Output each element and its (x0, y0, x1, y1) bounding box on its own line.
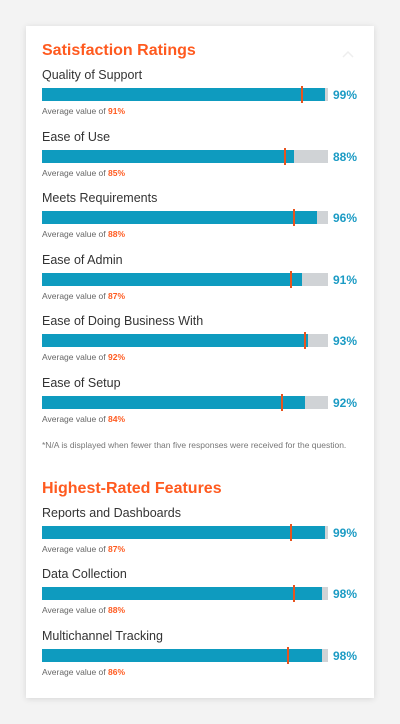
average-marker (281, 393, 284, 411)
rating-percent: 98% (333, 648, 358, 663)
average-marker (286, 646, 289, 664)
rating-row: Ease of Use 88% Average value of 85% (42, 123, 358, 185)
rating-bar-track (42, 646, 328, 664)
rating-bar-fill (42, 395, 306, 409)
rating-percent: 92% (333, 395, 358, 410)
average-value: 92% (108, 352, 126, 363)
rating-percent: 88% (333, 149, 358, 164)
rating-label: Ease of Doing Business With (42, 314, 204, 329)
rating-bar-fill (42, 587, 323, 601)
rating-bar-fill (42, 211, 317, 225)
average-prefix: Average value of (42, 167, 108, 178)
average-marker (289, 270, 292, 288)
rating-percent: 98% (333, 587, 358, 602)
highest-rated-features-title: Highest-Rated Features (42, 479, 222, 497)
rating-bar-track (42, 332, 328, 350)
average-prefix: Average value of (42, 543, 108, 554)
highest-rated-features-list: Reports and Dashboards 99% Average value o… (42, 499, 358, 684)
rating-label: Meets Requirements (42, 191, 158, 206)
rating-percent: 99% (333, 525, 358, 540)
rating-bar-track (42, 393, 328, 411)
rating-bar-fill (42, 88, 326, 101)
rating-percent: 91% (333, 272, 358, 287)
rating-row: Meets Requirements 96% Average value of 88… (42, 184, 358, 246)
average-marker (301, 86, 304, 103)
average-prefix: Average value of (42, 229, 108, 240)
satisfaction-ratings-title: Satisfaction Ratings (42, 42, 196, 59)
average-prefix: Average value of (42, 290, 108, 301)
rating-bar-fill (42, 525, 326, 539)
rating-label: Ease of Setup (42, 375, 121, 390)
average-value: 88% (108, 229, 126, 240)
average-value-line: Average value of 86% (42, 667, 125, 678)
rating-label: Reports and Dashboards (42, 505, 181, 520)
average-value-line: Average value of 88% (42, 605, 125, 616)
rating-percent: 99% (333, 88, 358, 102)
average-value: 88% (108, 605, 126, 616)
rating-bar-track (42, 523, 328, 541)
rating-label: Ease of Use (42, 129, 111, 144)
rating-label: Multichannel Tracking (42, 628, 163, 643)
average-marker (289, 523, 292, 541)
average-prefix: Average value of (42, 666, 108, 677)
rating-row: Data Collection 98% Average value of 88% (42, 560, 358, 622)
average-marker (292, 585, 295, 603)
rating-row: Multichannel Tracking 98% Average value of… (42, 622, 358, 684)
rating-label: Data Collection (42, 567, 127, 582)
average-value-line: Average value of 85% (42, 168, 125, 179)
rating-bar-fill (42, 272, 303, 286)
average-prefix: Average value of (42, 352, 108, 363)
rating-row: Quality of Support 99% Average value of 91… (42, 61, 358, 123)
average-value-line: Average value of 87% (42, 291, 125, 302)
rating-bar-fill (42, 334, 308, 348)
average-value: 87% (108, 543, 126, 554)
average-prefix: Average value of (42, 106, 108, 116)
rating-bar-track (42, 86, 328, 103)
rating-bar-track (42, 147, 328, 165)
rating-row: Ease of Doing Business With 93% Average va… (42, 307, 358, 369)
rating-row: Reports and Dashboards 99% Average value o… (42, 499, 358, 561)
average-marker (284, 147, 287, 165)
average-value: 91% (108, 106, 126, 116)
rating-bar-fill (42, 648, 323, 662)
satisfaction-ratings-list: Quality of Support 99% Average value of 91… (42, 61, 358, 431)
average-value: 86% (108, 666, 126, 677)
rating-percent: 96% (333, 211, 358, 226)
chevron-up-icon[interactable] (342, 46, 354, 58)
footnote: *N/A is displayed when fewer than five r… (42, 439, 347, 450)
average-marker (292, 209, 295, 227)
average-value-line: Average value of 91% (42, 106, 125, 117)
rating-bar-track (42, 585, 328, 603)
average-value-line: Average value of 87% (42, 544, 125, 555)
average-value-line: Average value of 92% (42, 352, 125, 363)
average-value: 84% (108, 413, 126, 424)
average-prefix: Average value of (42, 413, 108, 424)
average-value: 87% (108, 290, 126, 301)
average-value-line: Average value of 88% (42, 229, 125, 240)
average-prefix: Average value of (42, 605, 108, 616)
average-value: 85% (108, 167, 126, 178)
rating-row: Ease of Setup 92% Average value of 84% (42, 369, 358, 431)
average-value-line: Average value of 84% (42, 414, 125, 425)
ratings-card: Satisfaction Ratings Quality of Support 9… (26, 26, 374, 698)
rating-label: Ease of Admin (42, 252, 123, 267)
average-marker (304, 332, 307, 350)
rating-row: Ease of Admin 91% Average value of 87% (42, 246, 358, 308)
rating-bar-track (42, 209, 328, 227)
rating-label: Quality of Support (42, 68, 143, 82)
rating-bar-fill (42, 149, 294, 163)
rating-percent: 93% (333, 334, 358, 349)
rating-bar-track (42, 270, 328, 288)
